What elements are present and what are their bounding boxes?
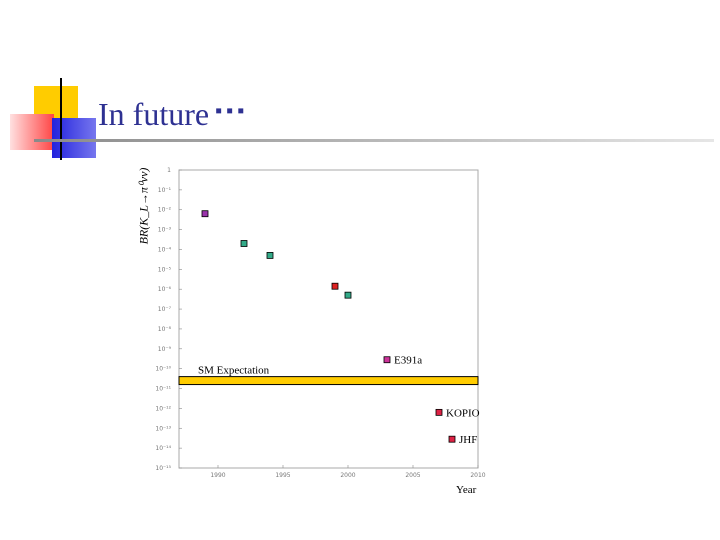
data-point-label: E391a bbox=[394, 355, 422, 367]
y-tick-label: 10⁻⁶ bbox=[158, 286, 172, 293]
data-point bbox=[448, 435, 456, 443]
y-tick-label: 10⁻² bbox=[158, 207, 172, 214]
y-tick-label: 10⁻¹² bbox=[155, 405, 171, 412]
y-tick-label: 10⁻⁵ bbox=[158, 266, 172, 273]
y-tick-label: 10⁻⁸ bbox=[158, 326, 172, 333]
data-point bbox=[331, 282, 339, 290]
slide-title-text: In future bbox=[98, 96, 210, 132]
x-tick-label: 2005 bbox=[405, 472, 420, 479]
y-tick-label: 10⁻⁹ bbox=[158, 346, 172, 353]
title-dots: ▪▪▪ bbox=[215, 100, 249, 122]
sm-expectation-band bbox=[178, 376, 479, 386]
data-point bbox=[266, 252, 274, 259]
data-point bbox=[240, 240, 248, 247]
red-square-decoration bbox=[10, 114, 54, 150]
y-tick-label: 10⁻¹⁰ bbox=[155, 366, 171, 373]
x-tick-label: 2000 bbox=[340, 472, 355, 479]
x-axis-label: Year bbox=[456, 484, 477, 496]
y-tick-label: 10⁻¹⁵ bbox=[155, 465, 171, 472]
blue-square-decoration bbox=[52, 118, 96, 158]
x-tick-label: 1990 bbox=[210, 472, 225, 479]
y-tick-label: 10⁻⁷ bbox=[158, 306, 172, 313]
x-tick-label: 1995 bbox=[275, 472, 290, 479]
data-point-label: JHF bbox=[459, 434, 477, 446]
y-tick-label: 10⁻¹³ bbox=[155, 425, 171, 432]
data-point bbox=[344, 291, 352, 299]
data-point-label: KOPIO bbox=[446, 407, 480, 419]
vertical-line-decoration bbox=[60, 78, 62, 160]
y-tick-label: 1 bbox=[167, 167, 171, 174]
y-tick-label: 10⁻¹⁴ bbox=[155, 445, 171, 452]
slide-decoration bbox=[10, 78, 96, 160]
y-tick-label: 10⁻⁴ bbox=[158, 246, 172, 253]
sm-expectation-label: SM Expectation bbox=[198, 365, 270, 377]
data-point bbox=[383, 356, 391, 364]
y-tick-label: 10⁻¹¹ bbox=[155, 386, 171, 393]
title-rule bbox=[34, 139, 714, 142]
data-point bbox=[435, 408, 443, 416]
data-point bbox=[201, 210, 209, 218]
plot-frame bbox=[178, 169, 479, 469]
x-tick-label: 2010 bbox=[470, 472, 485, 479]
y-tick-label: 10⁻¹ bbox=[158, 187, 172, 194]
slide-title: In future ▪▪▪ bbox=[98, 96, 248, 133]
y-tick-label: 10⁻³ bbox=[158, 227, 172, 234]
